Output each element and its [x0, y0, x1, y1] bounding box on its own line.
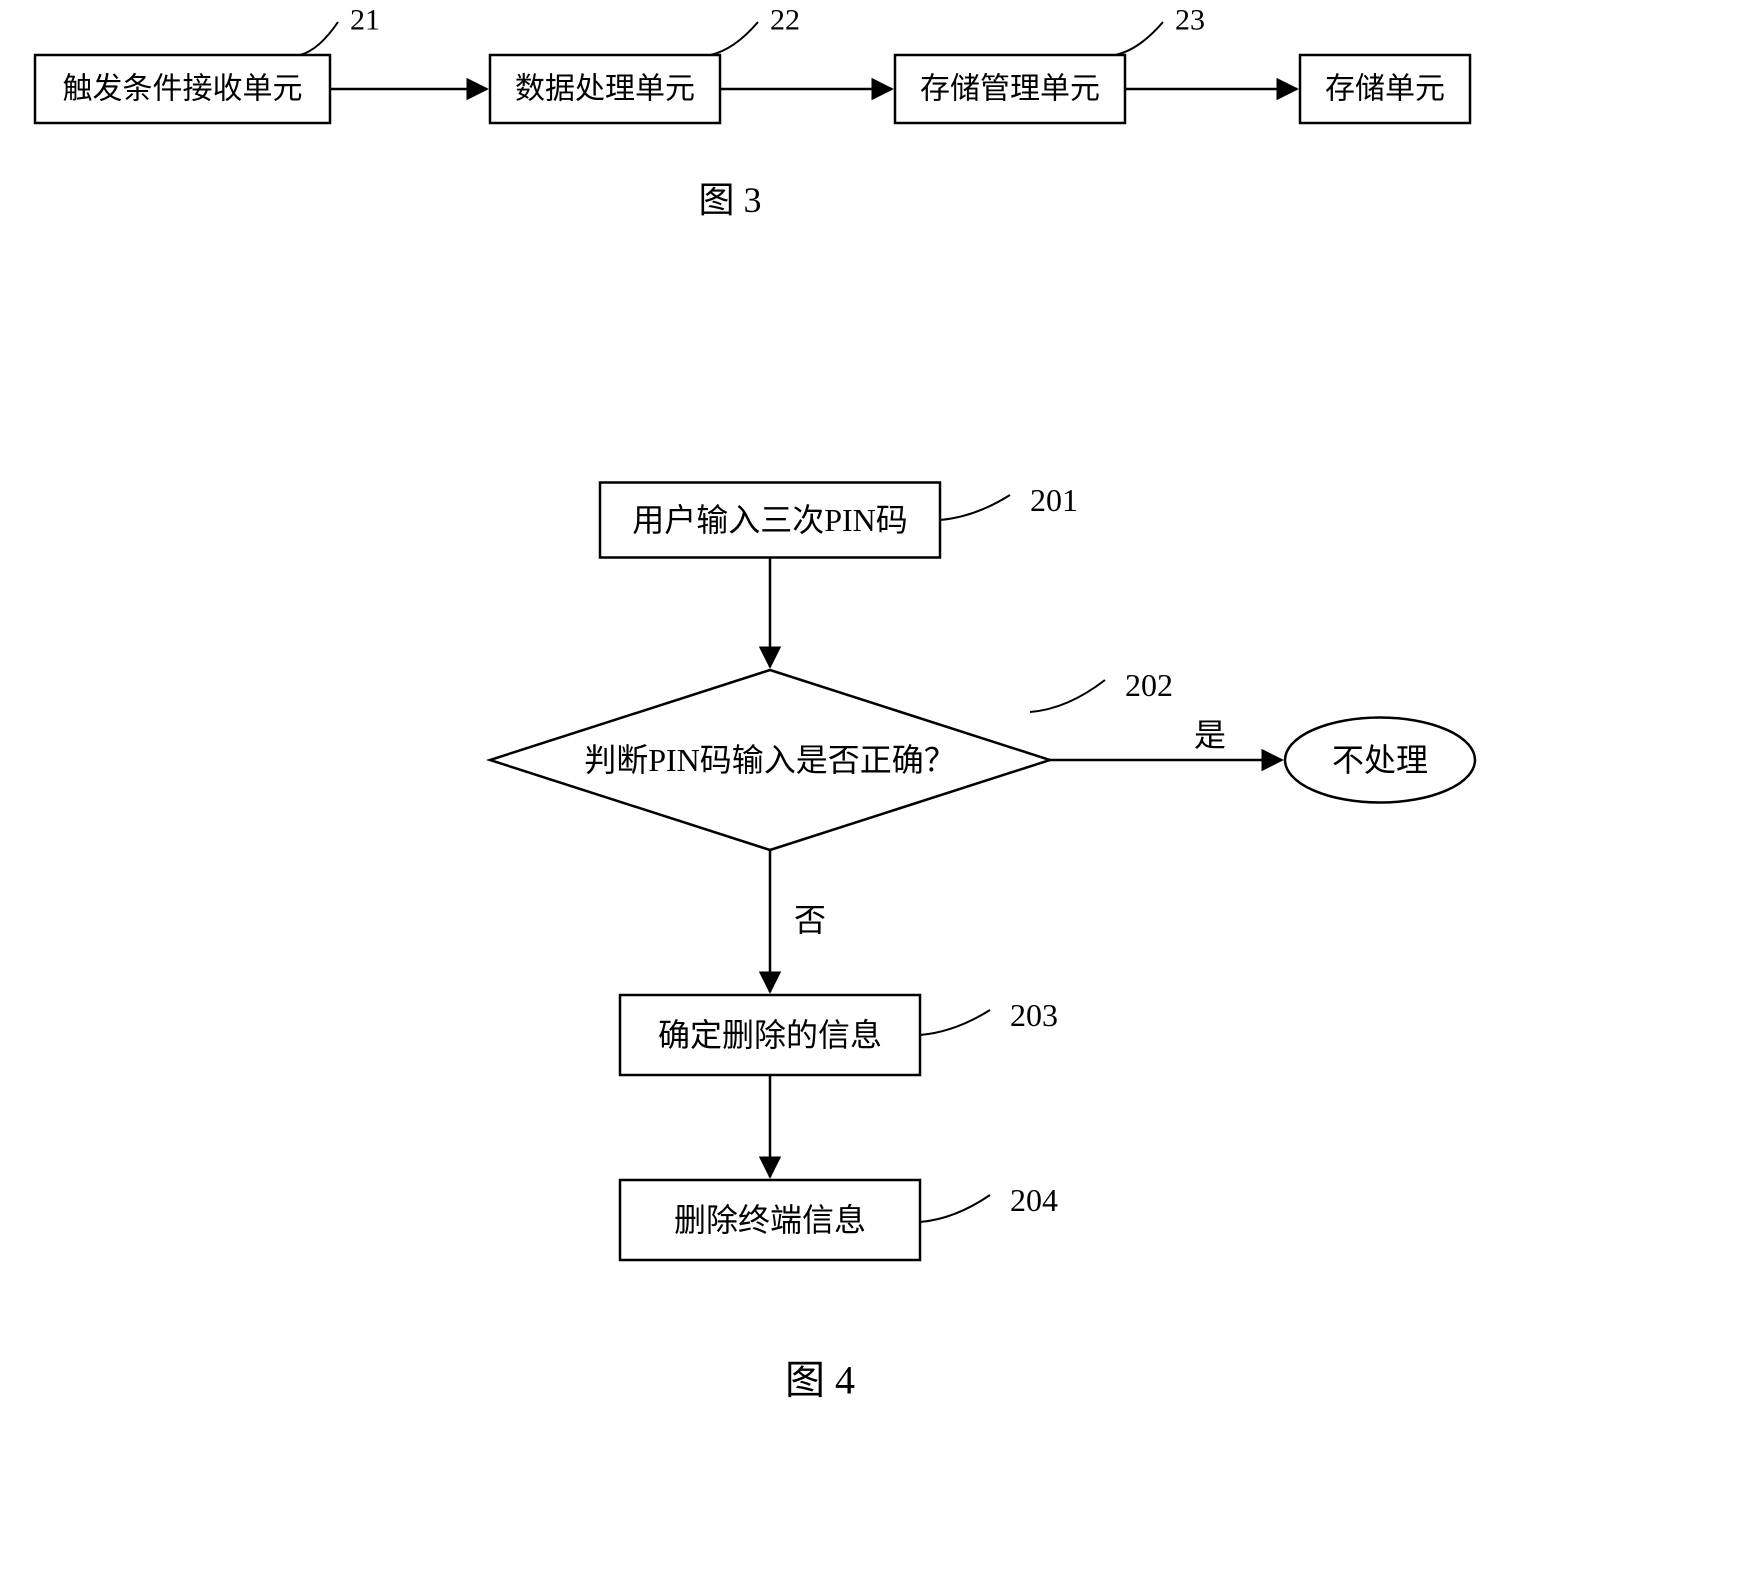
- fig4-ref-204: 204: [1010, 1182, 1058, 1218]
- fig4-node-label-s201: 用户输入三次PIN码: [632, 502, 908, 538]
- fig4-caption: 图 4: [785, 1358, 855, 1403]
- fig4-lead-202: [1030, 680, 1105, 712]
- fig4-node-label-s204: 删除终端信息: [674, 1202, 866, 1238]
- fig3-lead-n1: [300, 22, 338, 55]
- fig3-lead-n2: [710, 22, 758, 55]
- fig4-node-label-end: 不处理: [1332, 742, 1428, 778]
- fig4-ref-203: 203: [1010, 997, 1058, 1033]
- fig3-caption: 图 3: [698, 180, 761, 220]
- fig3-lead-n3: [1115, 22, 1163, 55]
- fig3-node-label-n3: 存储管理单元: [920, 73, 1100, 106]
- fig4-ref-201: 201: [1030, 482, 1078, 518]
- fig4-edge-label-2: 否: [794, 902, 826, 938]
- fig4-edge-label-1: 是: [1194, 717, 1226, 753]
- fig4-lead-203: [920, 1010, 990, 1035]
- fig4-lead-204: [920, 1195, 990, 1222]
- fig4-node-label-s203: 确定删除的信息: [658, 1017, 882, 1053]
- fig4-lead-201: [940, 495, 1010, 520]
- fig3-node-label-n4: 存储单元: [1325, 73, 1445, 106]
- fig3-ref-n1: 21: [350, 4, 380, 37]
- fig3-node-label-n1: 触发条件接收单元: [63, 73, 303, 106]
- fig4-node-label-s202: 判断PIN码输入是否正确？: [584, 742, 956, 778]
- fig3-ref-n3: 23: [1175, 4, 1205, 37]
- fig3-node-label-n2: 数据处理单元: [515, 73, 695, 106]
- fig3-ref-n2: 22: [770, 4, 800, 37]
- fig4-ref-202: 202: [1125, 667, 1173, 703]
